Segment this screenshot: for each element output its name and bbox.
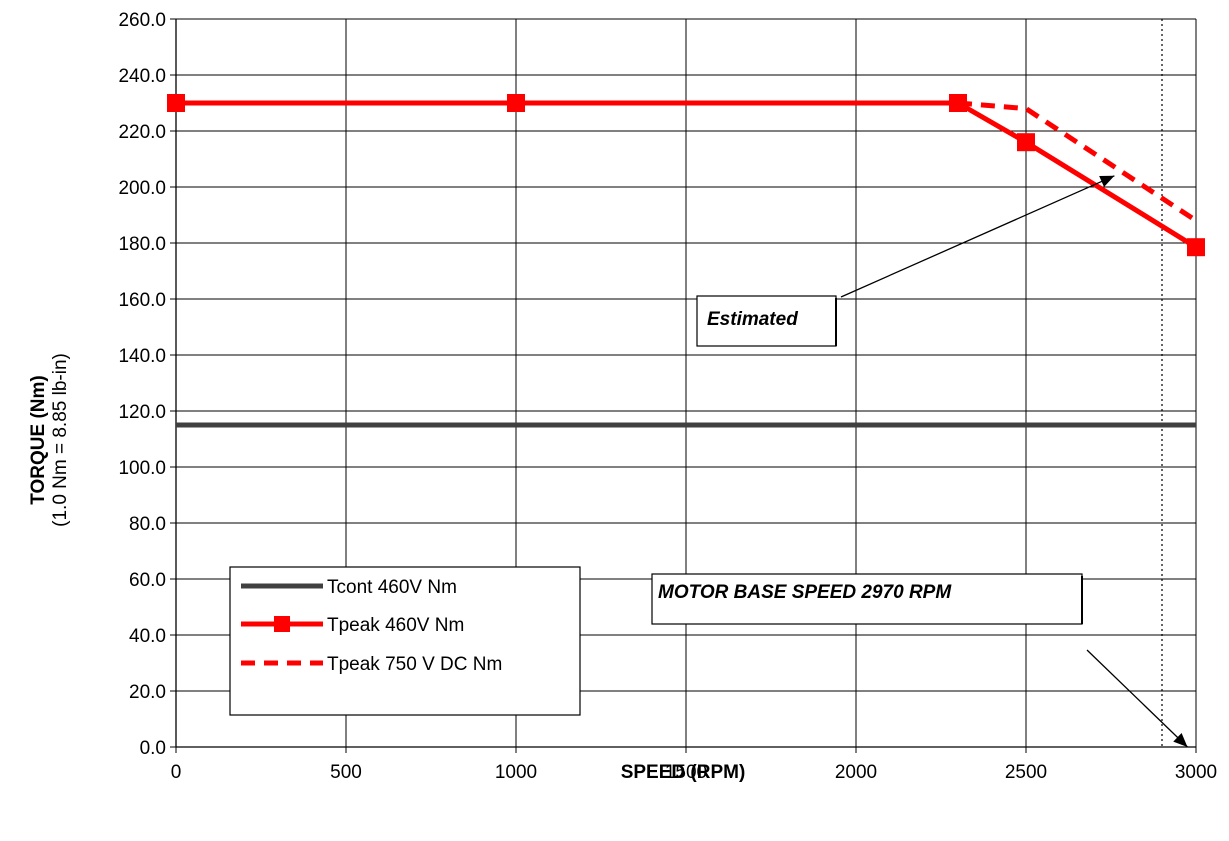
annotation-estimated-arrow xyxy=(840,175,1115,298)
x-tick-label: 0 xyxy=(171,762,182,783)
y-tick-label: 180.0 xyxy=(118,234,166,255)
x-axis-title: SPEED (RPM) xyxy=(621,762,746,783)
y-tick-label: 160.0 xyxy=(118,290,166,311)
y-tick-label: 260.0 xyxy=(118,10,166,31)
annotation-base-speed-arrowhead xyxy=(1173,732,1188,747)
grid-lines xyxy=(175,18,1197,748)
y-tick-label: 220.0 xyxy=(118,122,166,143)
data-point-marker xyxy=(1017,133,1035,152)
x-tick-label: 1000 xyxy=(495,762,537,783)
x-tick-label: 500 xyxy=(330,762,362,783)
legend-item-tpeak-750: Tpeak 750 V DC Nm xyxy=(241,654,502,675)
annotation-estimated-label: Estimated xyxy=(707,309,798,330)
legend: Tcont 460V Nm Tpeak 460V Nm Tpeak 750 V … xyxy=(229,566,581,716)
series-layer xyxy=(167,94,1205,428)
legend-box xyxy=(229,566,581,716)
annotation-base-speed-label: MOTOR BASE SPEED 2970 RPM xyxy=(658,582,952,603)
legend-label-tpeak-460: Tpeak 460V Nm xyxy=(327,615,464,636)
annotation-base-speed-arrow xyxy=(1086,649,1188,748)
annotation-estimated-arrowhead xyxy=(1099,175,1115,187)
legend-item-tpeak-460: Tpeak 460V Nm xyxy=(241,615,464,636)
tick-labels: 0.0 20.0 40.0 60.0 80.0 100.0 120.0 140.0 160.0 1… xyxy=(118,10,1217,783)
y-tick-label: 20.0 xyxy=(129,682,166,703)
legend-label-tcont: Tcont 460V Nm xyxy=(327,577,457,598)
legend-label-tpeak-750: Tpeak 750 V DC Nm xyxy=(327,654,502,675)
y-tick-label: 240.0 xyxy=(118,66,166,87)
y-tick-label: 60.0 xyxy=(129,570,166,591)
y-tick-label: 200.0 xyxy=(118,178,166,199)
annotation-estimated: Estimated xyxy=(696,175,1115,347)
data-point-marker xyxy=(167,94,185,112)
x-tick-label: 2000 xyxy=(835,762,877,783)
axes xyxy=(170,18,1197,753)
annotation-base-speed: MOTOR BASE SPEED 2970 RPM xyxy=(651,573,1188,748)
data-point-marker xyxy=(1187,238,1205,257)
x-tick-label: 2500 xyxy=(1005,762,1047,783)
legend-item-tcont: Tcont 460V Nm xyxy=(241,577,457,598)
y-tick-label: 40.0 xyxy=(129,626,166,647)
y-axis-title: TORQUE (Nm) xyxy=(28,375,49,504)
y-tick-label: 80.0 xyxy=(129,514,166,535)
legend-marker-tpeak-460 xyxy=(274,616,290,632)
y-tick-label: 100.0 xyxy=(118,458,166,479)
y-tick-label: 0.0 xyxy=(140,738,166,759)
y-tick-label: 120.0 xyxy=(118,402,166,423)
data-point-marker xyxy=(949,94,967,112)
annotation-base-speed-box xyxy=(651,573,1083,625)
data-point-marker xyxy=(507,94,525,112)
y-tick-label: 140.0 xyxy=(118,346,166,367)
y-axis-subtitle: (1.0 Nm = 8.85 lb-in) xyxy=(50,353,71,527)
x-tick-label: 1500 xyxy=(665,762,707,783)
x-tick-label: 3000 xyxy=(1175,762,1217,783)
annotation-estimated-box xyxy=(696,295,837,347)
